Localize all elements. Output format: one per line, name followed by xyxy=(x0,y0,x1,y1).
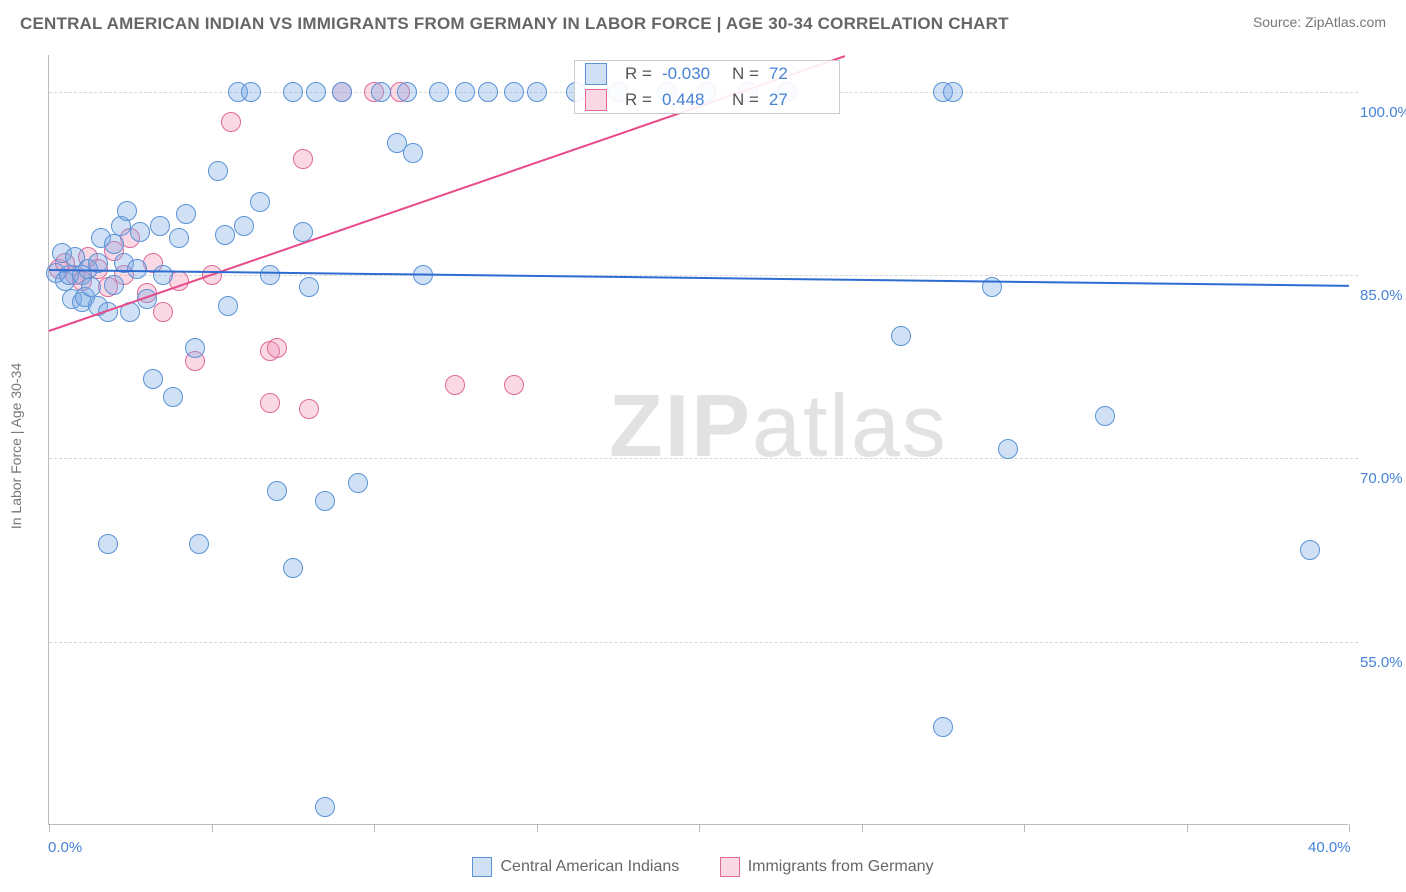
data-point xyxy=(332,82,352,102)
source-label: Source: ZipAtlas.com xyxy=(1253,14,1386,30)
watermark: ZIPatlas xyxy=(609,375,948,477)
data-point xyxy=(215,225,235,245)
data-point xyxy=(403,143,423,163)
y-axis-label: In Labor Force | Age 30-34 xyxy=(8,363,24,529)
legend-label-a: Central American Indians xyxy=(500,858,679,876)
x-tick-label: 0.0% xyxy=(48,839,82,856)
x-tick xyxy=(49,824,50,832)
data-point xyxy=(260,393,280,413)
r-value: 0.448 xyxy=(662,90,722,110)
data-point xyxy=(81,277,101,297)
data-point xyxy=(348,473,368,493)
data-point xyxy=(218,296,238,316)
gridline-h xyxy=(49,275,1358,276)
data-point xyxy=(293,149,313,169)
data-point xyxy=(315,797,335,817)
series-legend: Central American Indians Immigrants from… xyxy=(0,857,1406,882)
y-tick-label: 55.0% xyxy=(1360,654,1403,671)
r-label: R = xyxy=(625,64,652,84)
x-tick xyxy=(1024,824,1025,832)
trend-line xyxy=(49,269,1349,287)
data-point xyxy=(153,265,173,285)
y-tick-label: 70.0% xyxy=(1360,470,1403,487)
x-tick xyxy=(374,824,375,832)
swatch-icon xyxy=(720,857,740,877)
data-point xyxy=(299,399,319,419)
swatch-icon xyxy=(585,63,607,85)
x-tick xyxy=(699,824,700,832)
r-label: R = xyxy=(625,90,652,110)
data-point xyxy=(163,387,183,407)
data-point xyxy=(169,228,189,248)
data-point xyxy=(241,82,261,102)
data-point xyxy=(397,82,417,102)
y-tick-label: 85.0% xyxy=(1360,287,1403,304)
x-tick xyxy=(862,824,863,832)
data-point xyxy=(143,369,163,389)
legend-item-b: Immigrants from Germany xyxy=(720,857,934,877)
swatch-icon xyxy=(472,857,492,877)
x-tick xyxy=(1187,824,1188,832)
data-point xyxy=(208,161,228,181)
data-point xyxy=(250,192,270,212)
data-point xyxy=(1300,540,1320,560)
data-point xyxy=(478,82,498,102)
r-value: -0.030 xyxy=(662,64,722,84)
data-point xyxy=(150,216,170,236)
x-tick xyxy=(537,824,538,832)
data-point xyxy=(189,534,209,554)
x-tick-label: 40.0% xyxy=(1308,839,1351,856)
n-label: N = xyxy=(732,64,759,84)
n-value: 72 xyxy=(769,64,829,84)
data-point xyxy=(153,302,173,322)
gridline-h xyxy=(49,458,1358,459)
data-point xyxy=(455,82,475,102)
data-point xyxy=(283,558,303,578)
data-point xyxy=(891,326,911,346)
x-tick xyxy=(212,824,213,832)
n-label: N = xyxy=(732,90,759,110)
scatter-plot-area: ZIPatlas R = -0.030 N = 72 R = 0.448 N = 27 xyxy=(48,55,1348,825)
data-point xyxy=(104,234,124,254)
data-point xyxy=(260,265,280,285)
swatch-icon xyxy=(585,89,607,111)
data-point xyxy=(267,481,287,501)
x-tick xyxy=(1349,824,1350,832)
data-point xyxy=(98,534,118,554)
data-point xyxy=(117,201,137,221)
data-point xyxy=(299,277,319,297)
data-point xyxy=(429,82,449,102)
data-point xyxy=(504,375,524,395)
data-point xyxy=(221,112,241,132)
data-point xyxy=(127,259,147,279)
gridline-h xyxy=(49,642,1358,643)
n-value: 27 xyxy=(769,90,829,110)
data-point xyxy=(176,204,196,224)
correlation-legend-row: R = 0.448 N = 27 xyxy=(575,87,839,113)
data-point xyxy=(943,82,963,102)
data-point xyxy=(283,82,303,102)
y-tick-label: 100.0% xyxy=(1360,104,1406,121)
data-point xyxy=(104,275,124,295)
data-point xyxy=(371,82,391,102)
data-point xyxy=(315,491,335,511)
data-point xyxy=(185,338,205,358)
data-point xyxy=(130,222,150,242)
data-point xyxy=(504,82,524,102)
legend-item-a: Central American Indians xyxy=(472,857,679,877)
correlation-legend-row: R = -0.030 N = 72 xyxy=(575,61,839,87)
data-point xyxy=(267,338,287,358)
legend-label-b: Immigrants from Germany xyxy=(748,858,934,876)
data-point xyxy=(445,375,465,395)
data-point xyxy=(933,717,953,737)
chart-title: CENTRAL AMERICAN INDIAN VS IMMIGRANTS FR… xyxy=(20,14,1009,33)
data-point xyxy=(306,82,326,102)
data-point xyxy=(527,82,547,102)
correlation-legend: R = -0.030 N = 72 R = 0.448 N = 27 xyxy=(574,60,840,114)
data-point xyxy=(234,216,254,236)
data-point xyxy=(998,439,1018,459)
data-point xyxy=(1095,406,1115,426)
